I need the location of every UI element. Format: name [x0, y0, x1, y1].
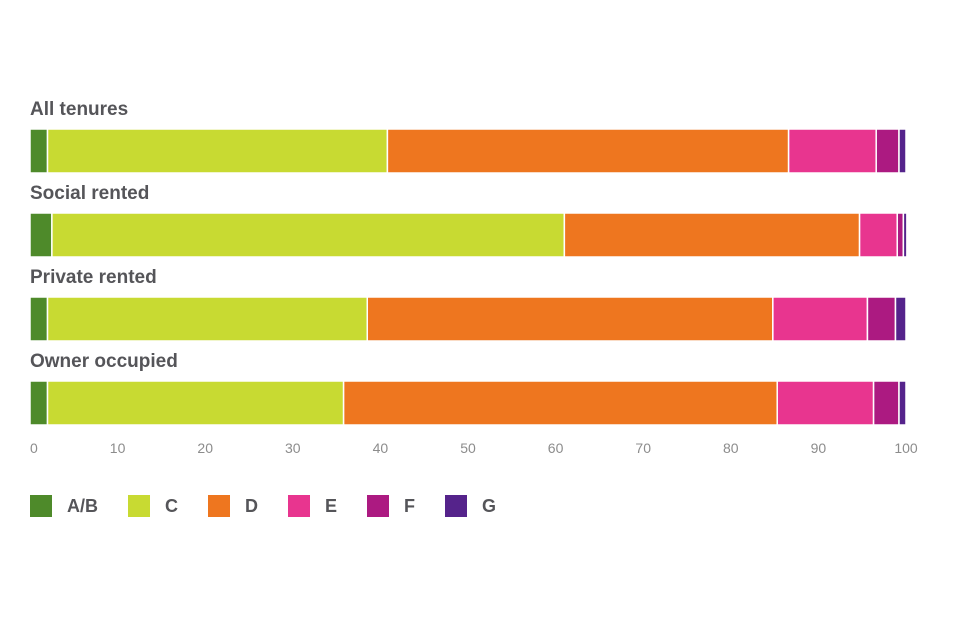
bar-segment — [46, 380, 345, 426]
bar-segment — [46, 296, 369, 342]
bar-segment — [866, 296, 897, 342]
x-tick-label: 60 — [548, 440, 564, 456]
x-tick-label: 50 — [460, 440, 476, 456]
bar-segment — [776, 380, 875, 426]
legend-item: F — [367, 495, 415, 517]
legend-label: A/B — [67, 495, 98, 516]
bar-segment — [902, 212, 908, 258]
legend-swatch — [128, 495, 150, 517]
bar-segment — [894, 296, 907, 342]
bar-segment — [898, 380, 907, 426]
legend-item: C — [128, 495, 178, 517]
legend-swatch — [367, 495, 390, 517]
category-label: Private rented — [30, 267, 157, 288]
x-tick-label: 100 — [894, 440, 918, 456]
legend-label: C — [165, 495, 178, 516]
legend-swatch — [445, 495, 468, 517]
legend-swatch — [288, 495, 310, 517]
category-label: Social rented — [30, 183, 149, 204]
legend-item: D — [208, 495, 258, 517]
bar-segment — [386, 128, 790, 174]
legend-item: G — [445, 495, 496, 517]
x-tick-label: 10 — [110, 440, 126, 456]
bar-segment — [875, 128, 900, 174]
bar-segment — [366, 296, 774, 342]
x-tick-label: 80 — [723, 440, 739, 456]
category-label: Owner occupied — [30, 351, 178, 372]
bar-segment — [29, 380, 49, 426]
x-tick-label: 0 — [30, 440, 38, 456]
bar-segment — [772, 296, 869, 342]
x-tick-label: 40 — [373, 440, 389, 456]
legend-swatch — [208, 495, 230, 517]
x-tick-label: 30 — [285, 440, 301, 456]
bar-segment — [858, 212, 898, 258]
legend-label: E — [325, 495, 338, 516]
bar-segment — [898, 128, 907, 174]
legend-swatch — [30, 495, 52, 517]
chart-legend: A/B C D E F G — [30, 495, 526, 517]
legend-item: A/B — [30, 495, 98, 517]
x-tick-label: 90 — [811, 440, 827, 456]
stacked-bar-chart: All tenures Social rented Private rented Ow… — [29, 99, 918, 456]
bar-segment — [29, 296, 49, 342]
bar-segment — [46, 128, 389, 174]
bar-segment — [51, 212, 566, 258]
bar-segment — [787, 128, 877, 174]
legend-item: E — [288, 495, 337, 517]
bar-segment — [872, 380, 900, 426]
legend-label: G — [482, 495, 497, 516]
legend-label: D — [245, 495, 258, 516]
bar-segment — [563, 212, 861, 258]
bar-segment — [896, 212, 905, 258]
x-tick-label: 70 — [635, 440, 651, 456]
legend-label: F — [404, 495, 416, 516]
category-label: All tenures — [30, 99, 128, 120]
bar-segment — [342, 380, 778, 426]
bar-segment — [29, 212, 53, 258]
x-tick-label: 20 — [197, 440, 213, 456]
bar-segment — [29, 128, 49, 174]
